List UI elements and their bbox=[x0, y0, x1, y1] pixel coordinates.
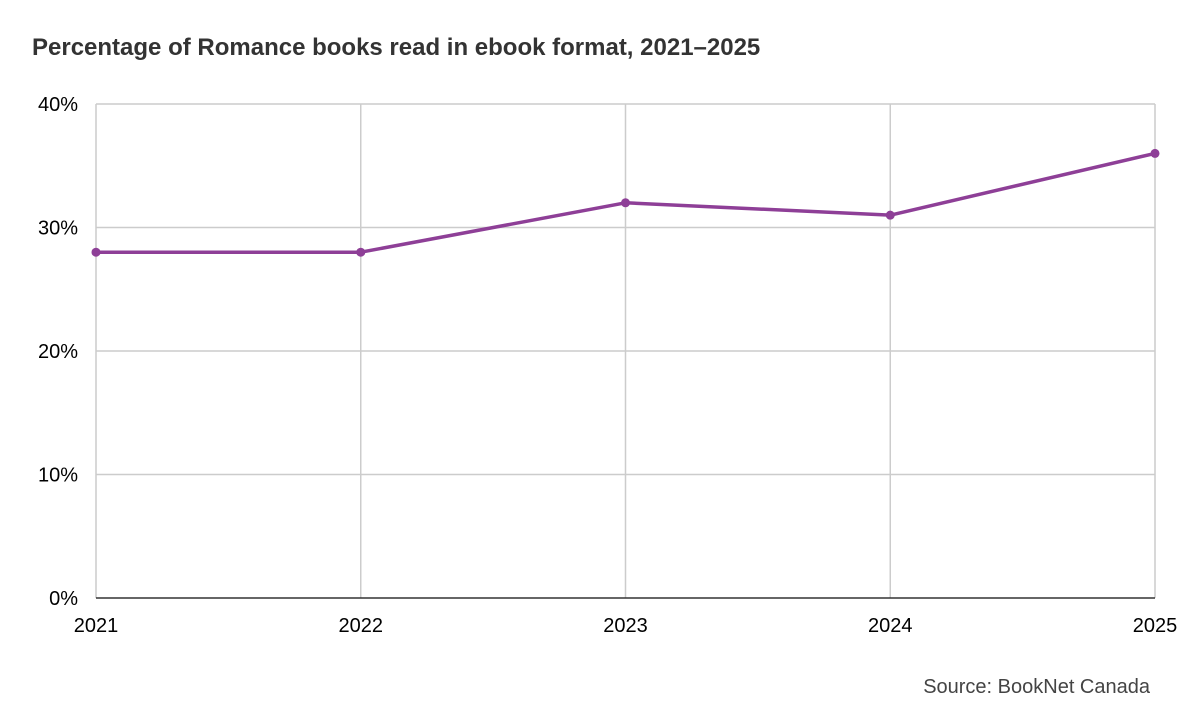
series-layer bbox=[91, 148, 1160, 257]
y-tick-label: 20% bbox=[38, 341, 78, 363]
source-note: Source: BookNet Canada bbox=[923, 676, 1150, 698]
data-point bbox=[621, 198, 630, 208]
chart-title: Percentage of Romance books read in eboo… bbox=[32, 34, 761, 61]
y-tick-label: 10% bbox=[38, 465, 78, 487]
tick-labels: 0% 10% 20% 30% 40% 2021 2022 2023 2024 2025 bbox=[38, 94, 1177, 637]
x-tick-label: 2025 bbox=[1133, 615, 1178, 637]
data-point bbox=[1150, 148, 1160, 158]
y-tick-label: 0% bbox=[49, 588, 78, 610]
x-tick-label: 2022 bbox=[339, 615, 384, 637]
x-tick-label: 2024 bbox=[868, 615, 913, 637]
data-point bbox=[885, 210, 895, 220]
x-tick-label: 2021 bbox=[74, 615, 119, 637]
y-tick-label: 40% bbox=[38, 94, 78, 116]
grid-lines bbox=[95, 103, 1156, 598]
data-point bbox=[91, 247, 101, 257]
y-tick-label: 30% bbox=[38, 218, 78, 240]
data-point bbox=[356, 247, 366, 257]
x-tick-label: 2023 bbox=[603, 615, 648, 637]
